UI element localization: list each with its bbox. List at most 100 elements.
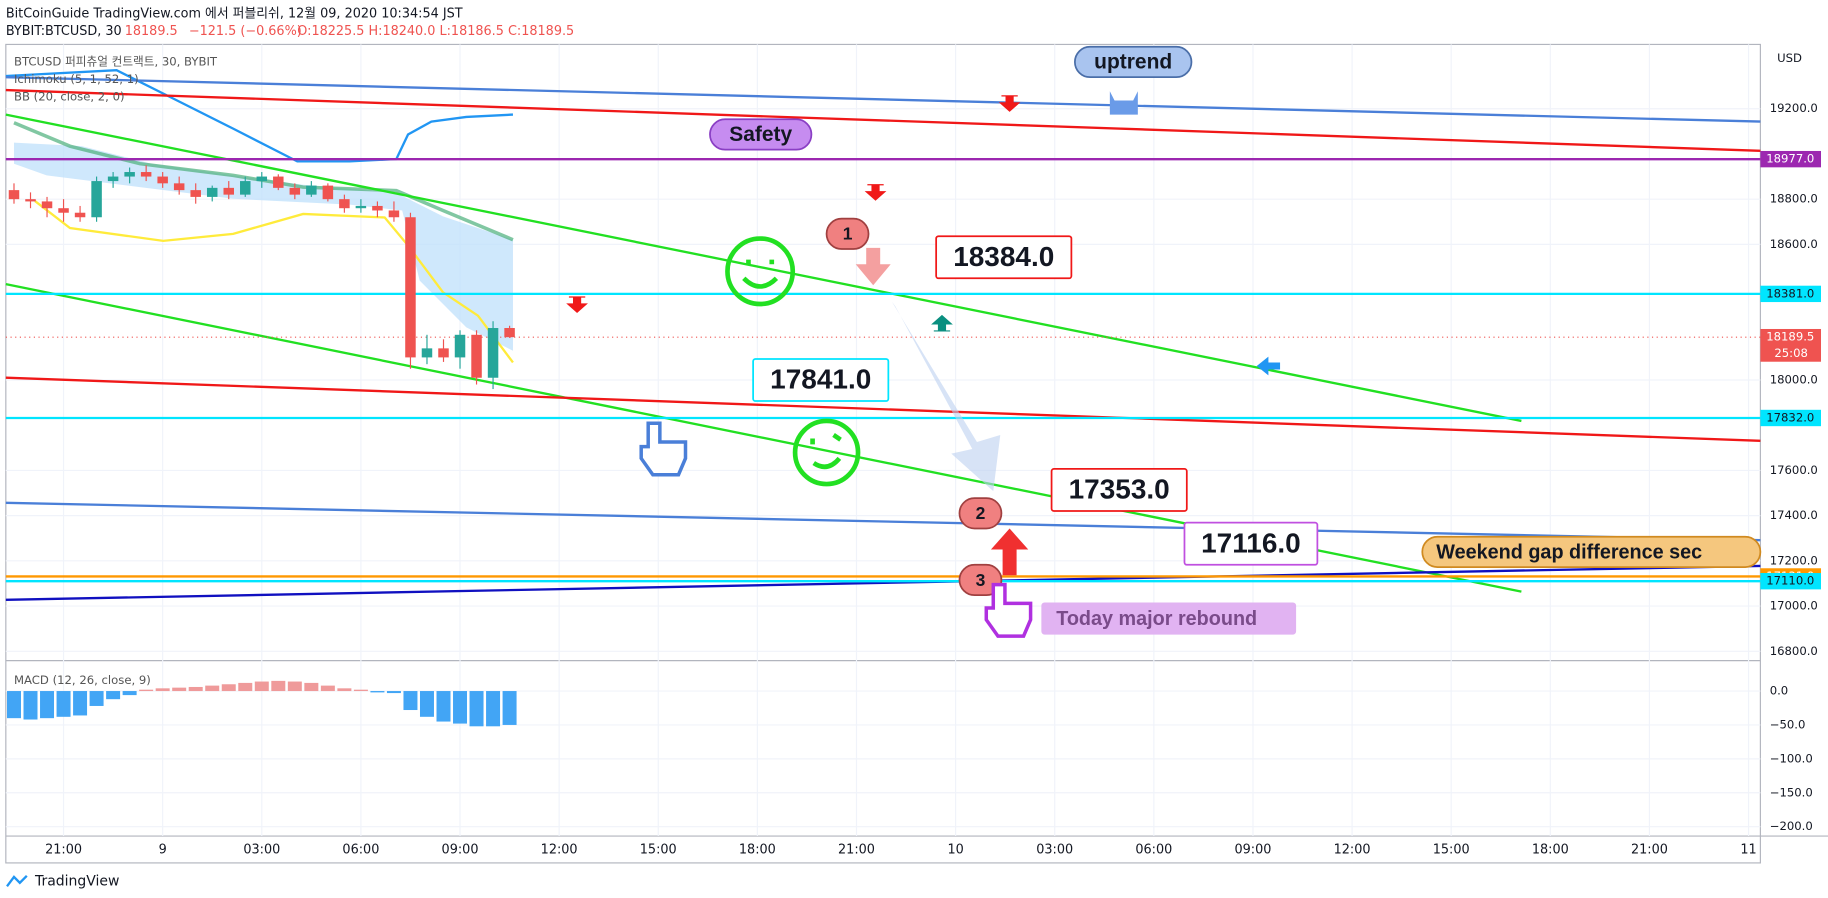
candle-body bbox=[157, 176, 168, 184]
price-tick-label: 18600.0 bbox=[1770, 237, 1818, 251]
bb-basis bbox=[13, 121, 514, 242]
current-price-box bbox=[1760, 328, 1822, 362]
ichimoku-cloud bbox=[13, 142, 513, 351]
footer-brand: TradingView bbox=[34, 874, 119, 890]
annotation-text: Safety bbox=[729, 123, 792, 146]
macd-bar bbox=[73, 691, 88, 716]
hand-icon bbox=[639, 421, 688, 477]
annotation-box bbox=[825, 217, 870, 250]
price-tick-label: 18000.0 bbox=[1770, 372, 1818, 386]
symbol: BYBIT:BTCUSD, 30 bbox=[6, 24, 122, 39]
candle-body bbox=[421, 348, 433, 358]
candle-body bbox=[124, 172, 135, 177]
macd-bar bbox=[287, 681, 302, 692]
smiley bbox=[792, 418, 861, 487]
candle-body bbox=[190, 190, 201, 197]
macd-bar bbox=[23, 691, 38, 720]
macd-bar bbox=[403, 691, 418, 711]
annotation-box bbox=[958, 563, 1003, 597]
time-tick-label: 10 bbox=[947, 843, 963, 858]
candle-body bbox=[107, 176, 119, 182]
candle-body bbox=[454, 334, 466, 358]
trend-line bbox=[5, 564, 1761, 602]
time-tick-label: 09:00 bbox=[442, 843, 479, 858]
level-label-box bbox=[1760, 150, 1822, 168]
candle-body bbox=[306, 185, 317, 195]
annotation-box bbox=[958, 497, 1003, 530]
annotation-text: 17841.0 bbox=[770, 364, 871, 395]
time-tick-label: 12:00 bbox=[1334, 843, 1371, 858]
legend-entry: BTCUSD 퍼피츄얼 컨트랙트, 30, BYBIT bbox=[14, 54, 218, 68]
annotation-text: 17353.0 bbox=[1069, 473, 1170, 504]
macd-bar bbox=[320, 685, 335, 692]
candle-body bbox=[25, 199, 36, 202]
annotation-box bbox=[1041, 602, 1297, 635]
macd-bar bbox=[188, 686, 203, 692]
annotation-text: Today major rebound bbox=[1056, 608, 1257, 630]
candle-body bbox=[372, 205, 383, 211]
legend-entry: Ichimoku (5, 1, 52, 1) bbox=[14, 72, 139, 86]
macd-bar bbox=[155, 688, 170, 692]
macd-bar bbox=[386, 691, 401, 694]
last-price: 18189.5 bbox=[125, 24, 178, 39]
annotation-text: 3 bbox=[976, 570, 986, 590]
macd-tick-label: −150.0 bbox=[1770, 785, 1813, 799]
macd-tick-label: −50.0 bbox=[1770, 717, 1806, 731]
currency: USD bbox=[1777, 51, 1802, 65]
signal-arrow bbox=[566, 296, 588, 313]
annotation-box bbox=[1050, 468, 1188, 512]
macd-bar bbox=[337, 688, 352, 692]
candle-body bbox=[41, 201, 53, 209]
macd-bar bbox=[172, 687, 187, 692]
level-label: 17832.0 bbox=[1766, 410, 1814, 424]
time-tick-label: 06:00 bbox=[342, 843, 379, 858]
macd-bar bbox=[370, 691, 385, 693]
candle-body bbox=[405, 217, 416, 358]
hand-icon bbox=[984, 582, 1033, 638]
time-tick-label: 03:00 bbox=[1036, 843, 1073, 858]
macd-bar bbox=[122, 691, 137, 696]
level-label: 18381.0 bbox=[1766, 286, 1814, 300]
candle-body bbox=[74, 212, 86, 218]
level-label-box bbox=[1760, 409, 1822, 427]
macd-bar bbox=[502, 691, 517, 725]
macd-bar bbox=[453, 691, 468, 724]
candle-body bbox=[388, 210, 400, 218]
macd-bar bbox=[436, 691, 451, 722]
annotation-text: 2 bbox=[976, 503, 986, 523]
time-tick-label: 18:00 bbox=[1532, 843, 1569, 858]
time-tick-label: 21:00 bbox=[1631, 843, 1668, 858]
candle-body bbox=[487, 328, 499, 378]
macd-bar bbox=[56, 691, 71, 717]
macd-bar bbox=[205, 685, 220, 692]
price-tick-label: 19200.0 bbox=[1770, 101, 1818, 115]
macd-bar bbox=[221, 684, 236, 692]
trend-line bbox=[5, 113, 1522, 423]
annotation-box bbox=[709, 118, 813, 151]
candle-body bbox=[289, 187, 301, 195]
annotation-text: Weekend gap difference sec bbox=[1436, 541, 1702, 563]
macd-bar bbox=[419, 691, 434, 717]
time-tick-label: 15:00 bbox=[1433, 843, 1470, 858]
time-tick-label: 03:00 bbox=[243, 843, 280, 858]
big-up-arrow bbox=[990, 528, 1029, 576]
macd-bar bbox=[106, 691, 121, 700]
candle-body bbox=[339, 199, 350, 209]
trend-line bbox=[5, 76, 1761, 123]
time-tick-label: 09:00 bbox=[1235, 843, 1272, 858]
macd-bar bbox=[6, 691, 21, 719]
annotation-box bbox=[935, 235, 1073, 280]
brand-logo bbox=[6, 874, 28, 888]
macd-bar bbox=[254, 681, 269, 692]
signal-arrow bbox=[998, 95, 1021, 112]
price-tick-label: 17200.0 bbox=[1770, 553, 1818, 567]
current-price-label: 18189.5 bbox=[1766, 330, 1814, 344]
candle-body bbox=[438, 348, 449, 358]
smiley-mouth bbox=[810, 433, 842, 470]
trend-line bbox=[5, 376, 1761, 442]
macd-bar bbox=[486, 691, 501, 727]
level-label: 18977.0 bbox=[1766, 152, 1814, 166]
